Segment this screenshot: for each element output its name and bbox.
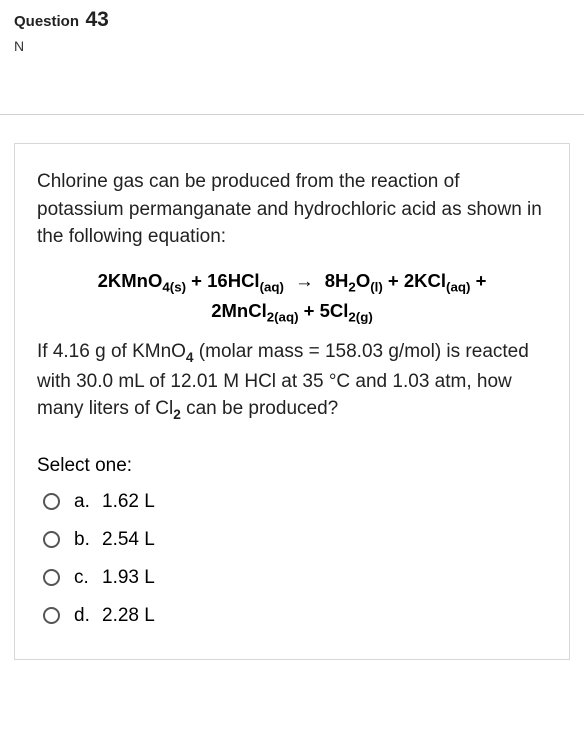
radio-icon[interactable] [43,531,60,548]
question-label: Question [14,13,79,30]
option-letter: a. [74,491,102,513]
option-c[interactable]: c. 1.93 L [37,559,547,597]
radio-icon[interactable] [43,493,60,510]
radio-icon[interactable] [43,607,60,624]
option-text: 2.28 L [102,605,155,627]
select-one-label: Select one: [37,455,547,477]
option-a[interactable]: a. 1.62 L [37,483,547,521]
question-box: Chlorine gas can be produced from the re… [14,143,570,660]
option-letter: d. [74,605,102,627]
option-letter: c. [74,567,102,589]
chemical-equation: 2KMnO4(s) + 16HCl(aq) → 8H2O(l) + 2KCl(a… [37,267,547,328]
equation-line-1: 2KMnO4(s) + 16HCl(aq) → 8H2O(l) + 2KCl(a… [37,267,547,298]
radio-icon[interactable] [43,569,60,586]
question-header: Question 43 N [0,0,584,115]
option-b[interactable]: b. 2.54 L [37,521,547,559]
option-text: 1.93 L [102,567,155,589]
option-text: 1.62 L [102,491,155,513]
question-follow: If 4.16 g of KMnO4 (molar mass = 158.03 … [37,338,547,425]
options-list: a. 1.62 L b. 2.54 L c. 1.93 L d. 2.28 L [37,483,547,635]
option-d[interactable]: d. 2.28 L [37,597,547,635]
option-text: 2.54 L [102,529,155,551]
equation-line-2: 2MnCl2(aq) + 5Cl2(g) [37,297,547,328]
option-letter: b. [74,529,102,551]
header-marker: N [14,38,570,54]
question-number: 43 [85,8,108,31]
question-intro: Chlorine gas can be produced from the re… [37,168,547,251]
content-wrap: Chlorine gas can be produced from the re… [0,115,584,674]
